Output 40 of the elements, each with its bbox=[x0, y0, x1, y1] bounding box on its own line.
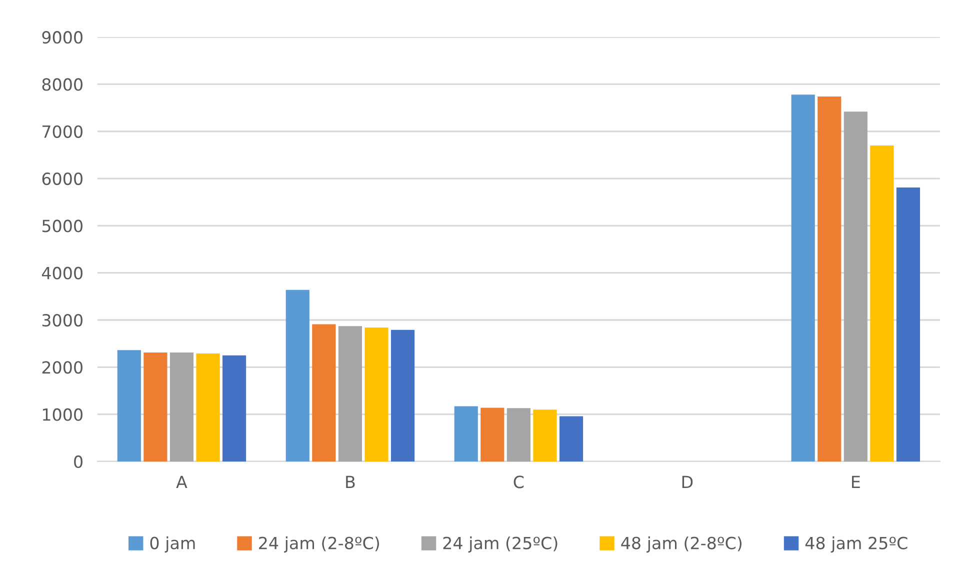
bar bbox=[338, 326, 362, 462]
bar bbox=[312, 324, 336, 462]
bar bbox=[818, 96, 842, 462]
bar bbox=[196, 353, 220, 462]
y-tick-label: 2000 bbox=[42, 361, 82, 374]
x-tick-label: A bbox=[176, 476, 188, 488]
bar bbox=[390, 330, 415, 462]
bar bbox=[896, 187, 920, 462]
legend-label: 24 jam (25ºC) bbox=[443, 536, 558, 553]
bar bbox=[791, 94, 815, 462]
bar bbox=[533, 410, 557, 462]
legend-label: 48 jam 25ºC bbox=[805, 536, 908, 553]
y-tick-label: 3000 bbox=[42, 314, 82, 327]
bar bbox=[170, 352, 194, 462]
y-tick-label: 1000 bbox=[42, 408, 82, 421]
legend-label: 0 jam bbox=[150, 536, 195, 553]
bar bbox=[844, 112, 868, 462]
y-tick-label: 0 bbox=[74, 455, 82, 468]
y-tick-label: 9000 bbox=[42, 31, 82, 44]
bar bbox=[222, 355, 246, 462]
bar bbox=[870, 146, 894, 462]
bar bbox=[480, 408, 504, 462]
x-tick-label: B bbox=[346, 476, 355, 488]
y-tick-label: 5000 bbox=[42, 220, 82, 232]
y-tick-label: 7000 bbox=[42, 125, 82, 138]
x-tick-label: E bbox=[852, 476, 860, 488]
y-tick-label: 8000 bbox=[42, 78, 82, 91]
x-tick-label: C bbox=[514, 476, 524, 488]
bar bbox=[364, 328, 388, 462]
bar bbox=[144, 352, 168, 462]
bar bbox=[454, 406, 478, 462]
bar bbox=[506, 408, 530, 462]
legend-label: 48 jam (2-8ºC) bbox=[621, 536, 742, 553]
legend-label: 24 jam (2-8ºC) bbox=[259, 536, 379, 553]
bar bbox=[286, 290, 310, 462]
bar bbox=[117, 350, 141, 462]
x-tick-label: D bbox=[682, 476, 693, 488]
y-tick-label: 4000 bbox=[42, 266, 82, 280]
y-tick-label: 6000 bbox=[42, 172, 82, 186]
bar bbox=[559, 416, 584, 462]
